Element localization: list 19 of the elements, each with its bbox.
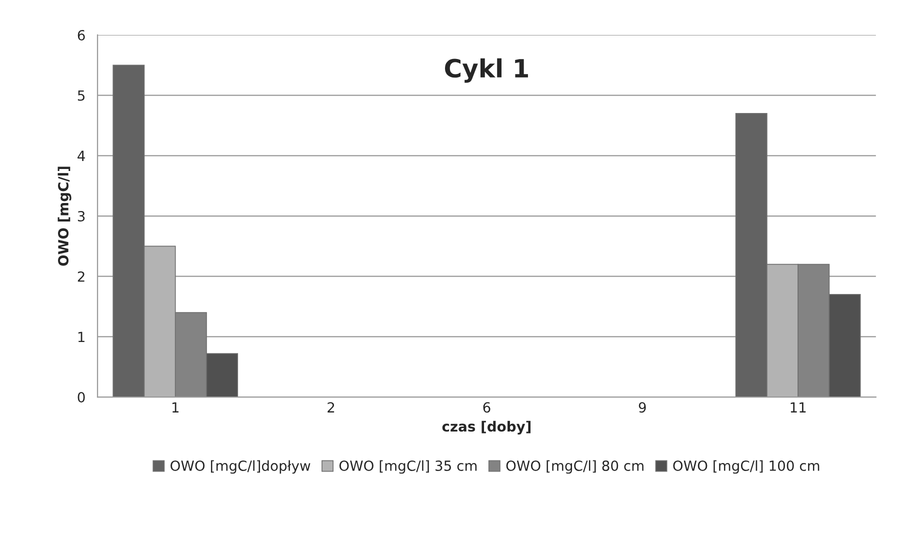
legend-label: OWO [mgC/l] 80 cm (506, 460, 644, 474)
x-tick-label: 1 (172, 402, 178, 412)
legend-label: OWO [mgC/l] 100 cm (673, 460, 820, 474)
y-tick-label: 0 (78, 392, 85, 403)
legend-label: OWO [mgC/l]dopływ (170, 460, 310, 474)
y-axis-title: OWO [mgC/l] (58, 166, 72, 266)
x-axis-title: czas [doby] (442, 420, 531, 434)
x-tick-label: 6 (483, 402, 490, 413)
y-tick-label: 2 (78, 271, 84, 282)
y-tick-label: 3 (78, 210, 85, 222)
x-tick-label: 9 (638, 402, 646, 413)
y-tick-label: 4 (78, 150, 85, 161)
legend-label: OWO [mgC/l] 35 cm (339, 460, 477, 474)
x-tick-label: 2 (328, 402, 334, 412)
y-tick-label: 6 (78, 30, 85, 40)
x-tick-label: 11 (790, 402, 806, 412)
text: Cykl 1 (444, 58, 528, 83)
y-tick-label: 5 (78, 90, 85, 101)
y-tick-label: 1 (78, 332, 84, 342)
